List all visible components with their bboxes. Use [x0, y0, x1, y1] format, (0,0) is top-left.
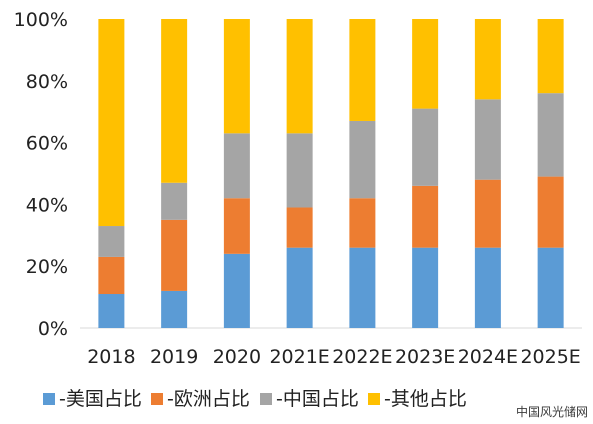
bar-segment: [537, 93, 564, 177]
bar-segment: [474, 247, 501, 328]
x-tick-label: 2020: [213, 346, 261, 368]
watermark-text: 中国风光储网: [516, 404, 588, 419]
bar-segment: [412, 185, 439, 248]
bar-segment: [161, 19, 188, 183]
bar-segment: [412, 19, 439, 109]
bar-segment: [223, 133, 250, 199]
legend-swatch: [151, 393, 163, 405]
bar-segment: [286, 247, 313, 328]
bar-segment: [223, 198, 250, 254]
bar-segment: [412, 247, 439, 328]
bar-segment: [474, 99, 501, 180]
x-tick-label: 2025E: [520, 346, 580, 368]
legend-label: -美国占比: [59, 388, 142, 410]
legend-label: -欧洲占比: [167, 388, 250, 410]
bar-segment: [286, 133, 313, 208]
bar-segment: [474, 19, 501, 100]
bar-segment: [161, 182, 188, 220]
bar-segment: [349, 120, 376, 199]
bar-segment: [349, 198, 376, 248]
bar-segment: [98, 226, 125, 257]
bar-segment: [161, 219, 188, 291]
bar-segment: [98, 256, 125, 295]
legend: -美国占比 -欧洲占比 -中国占比 -其他占比: [43, 388, 467, 410]
legend-swatch: [43, 393, 55, 405]
bar-segment: [349, 19, 376, 121]
bar-segment: [161, 290, 188, 328]
bar-segment: [349, 247, 376, 328]
bar-segment: [98, 294, 125, 328]
x-tick-label: 2022E: [332, 346, 392, 368]
bar-segment: [223, 253, 250, 328]
bar-segment: [474, 179, 501, 248]
x-tick-label: 2021E: [269, 346, 329, 368]
legend-label: -中国占比: [276, 388, 359, 410]
x-tick-label: 2019: [150, 346, 198, 368]
y-tick-label: 0%: [38, 318, 68, 340]
y-tick-label: 20%: [26, 256, 68, 278]
y-axis: 0% 20% 40% 60% 80% 100%: [14, 9, 68, 340]
x-tick-label: 2023E: [395, 346, 455, 368]
legend-label: -其他占比: [384, 388, 467, 410]
bar-segment: [286, 19, 313, 134]
bar-segment: [286, 207, 313, 248]
bar-segment: [98, 19, 125, 227]
legend-swatch: [260, 393, 272, 405]
x-axis: 2018 2019 2020 2021E 2022E 2023E 2024E 2025E: [87, 346, 581, 368]
bar-segment: [537, 19, 564, 94]
bar-segment: [412, 108, 439, 186]
bar-segment: [223, 19, 250, 134]
bars: [98, 19, 564, 328]
y-tick-label: 100%: [14, 9, 68, 31]
x-tick-label: 2018: [87, 346, 135, 368]
y-tick-label: 80%: [26, 71, 68, 93]
bar-segment: [537, 247, 564, 328]
y-tick-label: 60%: [26, 133, 68, 155]
x-tick-label: 2024E: [458, 346, 518, 368]
bar-segment: [537, 176, 564, 248]
y-tick-label: 40%: [26, 194, 68, 216]
legend-swatch: [368, 393, 380, 405]
